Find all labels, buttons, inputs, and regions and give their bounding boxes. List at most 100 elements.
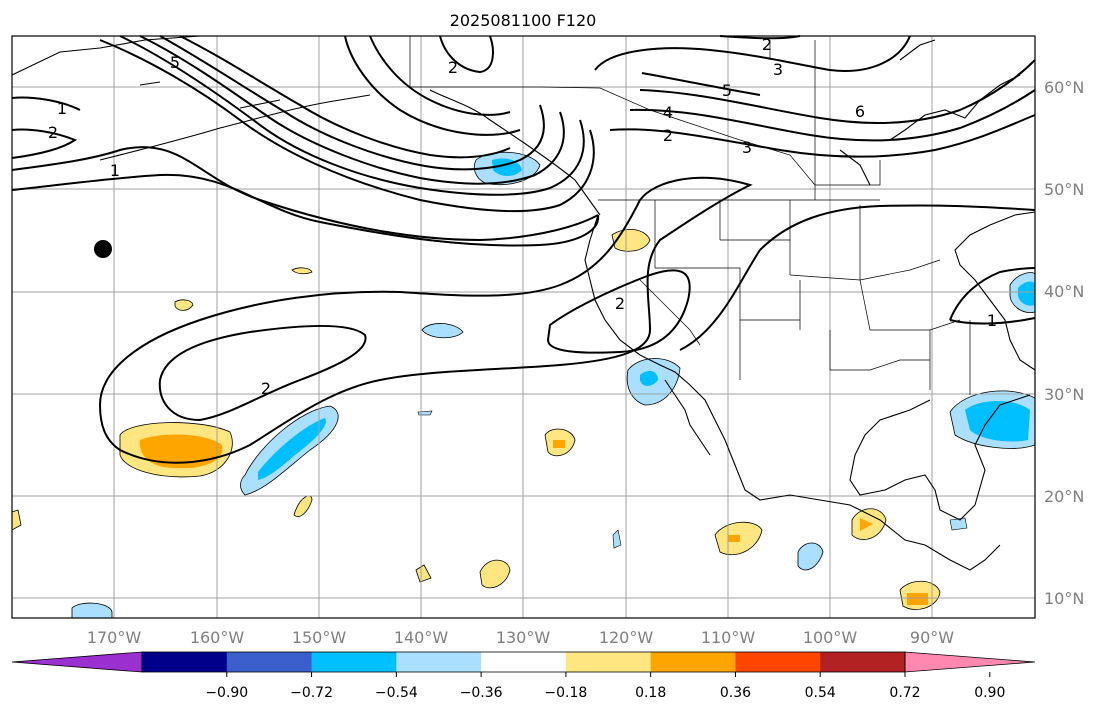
contour-label: 5: [722, 81, 732, 100]
shade-negative: [949, 517, 968, 531]
colorbar-tick-label: −0.90: [205, 685, 248, 701]
lat-axis: 60°N 50°N 40°N 30°N 20°N 10°N: [1044, 78, 1084, 608]
contour-label: 3: [742, 138, 752, 157]
contour-label: 2: [48, 123, 58, 142]
contour-labels: 1 2 5 2 3 5 4 2 3 6 1 2 2 1 2: [48, 35, 997, 398]
colorbar-tick-label: −0.72: [290, 685, 333, 701]
lon-label: 110°W: [701, 628, 756, 647]
colorbar-tick-label: −0.54: [375, 685, 418, 701]
shade-negative-strong: [640, 370, 658, 386]
contour-line: [119, 35, 585, 196]
coastline-west-us: [584, 214, 926, 546]
lat-label: 30°N: [1044, 385, 1084, 404]
colorbar-segment: [142, 652, 228, 672]
shade-negative: [417, 410, 433, 416]
coastline-gulf: [849, 394, 1031, 521]
contours: [11, 35, 1036, 464]
contour-line: [11, 96, 81, 111]
shaded-areas: [11, 151, 1036, 619]
coastlines: [11, 35, 1036, 571]
contour-label: 2: [663, 126, 673, 145]
shade-positive-strong: [860, 518, 873, 531]
shade-positive-strong: [553, 440, 565, 448]
colorbar-tick-label: −0.18: [544, 685, 587, 701]
lon-label: 90°W: [910, 628, 954, 647]
shade-positive: [479, 559, 511, 589]
colorbar-segment: [650, 652, 736, 672]
contour-line: [594, 35, 911, 72]
contour-label: 5: [170, 53, 180, 72]
lat-label: 50°N: [1044, 180, 1084, 199]
contour-label: 2: [762, 35, 772, 54]
contour-line: [369, 35, 511, 116]
contour-line: [949, 267, 1036, 321]
map-title: 2025081100 F120: [450, 11, 597, 30]
colorbar-extend-low: [11, 651, 143, 673]
lon-label: 170°W: [87, 628, 142, 647]
coastline-baja: [664, 379, 711, 456]
contour-label: 2: [448, 58, 458, 77]
coastline-canada: [839, 39, 1021, 186]
contour-line: [641, 72, 761, 96]
lon-label: 140°W: [394, 628, 449, 647]
map-frame: [11, 35, 1036, 619]
contour-label: 3: [773, 60, 783, 79]
shade-negative: [71, 602, 113, 619]
colorbar-tick-label: 0.90: [974, 685, 1005, 701]
colorbar-segment: [311, 652, 397, 672]
contour-line: [99, 39, 595, 213]
colorbar-frame: [141, 651, 906, 673]
coastline-east: [954, 211, 1036, 371]
colorbar-tick-label: 0.36: [720, 685, 751, 701]
shade-negative: [797, 542, 824, 571]
colorbar-segment: [565, 652, 652, 672]
colorbar-segment: [735, 652, 821, 672]
contour-label: 1: [110, 161, 120, 180]
colorbar-extend-high: [904, 651, 1036, 673]
contour-line: [11, 145, 599, 242]
contour-label: 1: [57, 99, 67, 118]
contour-line: [639, 59, 1036, 125]
colorbar-tick-label: 0.18: [635, 685, 666, 701]
lon-label: 100°W: [803, 628, 858, 647]
contour-label: 6: [855, 102, 865, 121]
lon-label: 130°W: [496, 628, 551, 647]
contour-line: [546, 269, 691, 354]
lon-label: 120°W: [599, 628, 654, 647]
contour-line: [949, 317, 1036, 325]
shade-positive-strong: [907, 593, 928, 605]
lon-label: 150°W: [292, 628, 347, 647]
shade-positive-strong: [728, 535, 740, 542]
contour-line: [629, 89, 1036, 142]
shade-negative: [612, 529, 622, 549]
contour-line: [11, 128, 78, 159]
shade-positive: [291, 267, 313, 275]
shade-negative-strong: [258, 418, 326, 480]
shade-positive: [174, 299, 194, 311]
colorbar-segment: [226, 652, 313, 672]
contour-label: 2: [261, 379, 271, 398]
station-dot: [94, 240, 112, 258]
contour-line: [139, 35, 565, 185]
contour-line: [679, 204, 1036, 351]
colorbar-tick-label: 0.54: [805, 685, 836, 701]
coastline-alaska: [11, 35, 601, 216]
lat-label: 40°N: [1044, 282, 1084, 301]
lat-label: 10°N: [1044, 589, 1084, 608]
colorbar: −0.90 −0.72 −0.54 −0.36 −0.18 0.18 0.36 0.54 0.7…: [11, 651, 1036, 701]
contour-line: [158, 325, 367, 422]
gridlines: [12, 36, 1035, 618]
colorbar-segment: [481, 652, 567, 672]
contour-line: [439, 35, 494, 74]
colorbar-segment: [396, 652, 482, 672]
lat-label: 20°N: [1044, 487, 1084, 506]
contour-line: [11, 173, 600, 247]
shade-positive: [293, 495, 313, 517]
colorbar-segment: [820, 652, 906, 672]
coastline-central-am: [924, 544, 1001, 571]
contour-line: [609, 114, 1036, 158]
lon-label: 160°W: [190, 628, 245, 647]
contour-label: 1: [987, 311, 997, 330]
shade-negative-strong: [1018, 281, 1035, 306]
contour-line: [344, 35, 521, 136]
